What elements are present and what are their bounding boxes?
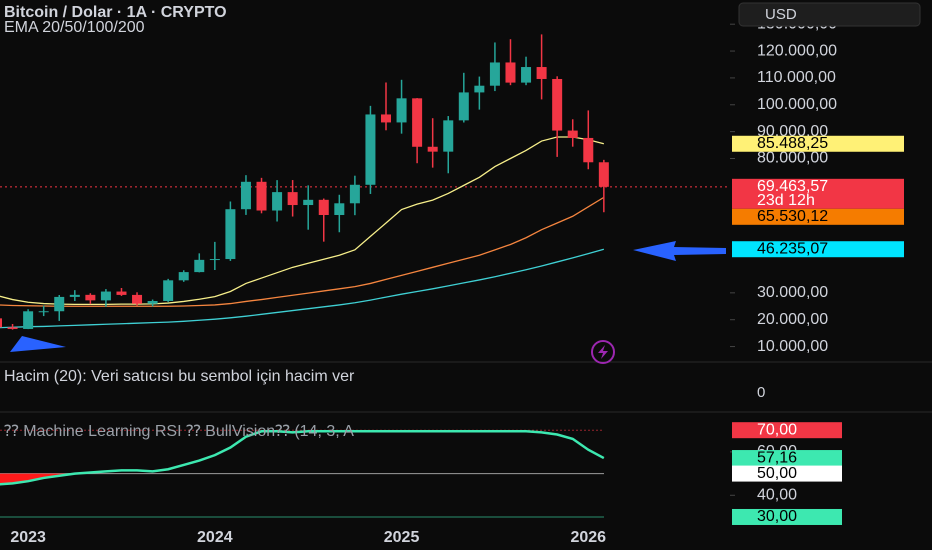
candle-body: [0, 318, 2, 328]
rsi-value-label: 57,16: [757, 449, 797, 466]
candle-body: [505, 62, 516, 83]
level-box: [732, 465, 842, 482]
candle-body: [552, 78, 563, 131]
candle-body: [147, 301, 158, 304]
candle-body: [163, 280, 174, 302]
candle-body: [194, 259, 205, 273]
candle-body: [256, 181, 267, 211]
candle-body: [132, 294, 143, 304]
arrow-left: [633, 241, 726, 261]
y-tick-label: 20.000,00: [757, 311, 828, 328]
x-tick-label: 2025: [384, 529, 420, 546]
candle-body: [396, 98, 407, 123]
rsi-value-box: [732, 450, 842, 467]
candle-body: [7, 327, 18, 329]
candle-body: [209, 259, 220, 261]
candle-body: [272, 192, 283, 211]
candle-body: [489, 62, 500, 86]
candle-body: [443, 120, 454, 152]
candle-body: [381, 114, 391, 123]
countdown-label: 23d 12h: [757, 192, 815, 209]
candle-body: [365, 114, 376, 185]
ema-label-box: [732, 135, 904, 152]
x-tick-label: 2023: [10, 529, 46, 546]
candle-body: [85, 294, 96, 301]
ema-label-box: [732, 208, 904, 225]
candle-body: [116, 291, 127, 295]
ema-line: [0, 136, 605, 306]
ema-line: [0, 248, 605, 329]
volume-axis-label: 0: [757, 384, 765, 401]
candle-body: [240, 181, 251, 210]
candle-body: [38, 311, 49, 313]
rsi-title: ⁇ Machine Learning RSI ⁇ BullVision⁇ (14…: [4, 423, 354, 440]
candle-body: [412, 98, 423, 147]
candle-body: [334, 203, 345, 216]
y-tick-label: 10.000,00: [757, 338, 828, 355]
y-tick-label: 30.000,00: [757, 284, 828, 301]
candle-body: [54, 296, 65, 312]
ema-label: 85.488,25: [757, 135, 828, 152]
candle-body: [225, 209, 236, 260]
level-label: 30,00: [757, 508, 797, 525]
candle-body: [349, 184, 360, 204]
ema-label: 46.235,07: [757, 240, 828, 257]
y-tick-label: 120.000,00: [757, 42, 837, 59]
currency-label[interactable]: USD: [765, 6, 797, 23]
level-box: [732, 422, 842, 439]
candle-body: [474, 85, 485, 93]
arrow-up: [10, 336, 66, 352]
candle-body: [287, 192, 298, 206]
candle-body: [583, 137, 594, 163]
candle-body: [69, 294, 80, 297]
y-tick-label: 80.000,00: [757, 150, 828, 167]
price-label: 69.463,57: [757, 178, 828, 195]
y-tick-label: 110.000,00: [757, 69, 836, 86]
level-box: [732, 508, 842, 525]
candle-body: [318, 199, 329, 216]
candle-body: [458, 92, 469, 121]
candle-body: [598, 162, 609, 187]
candle-body: [178, 272, 189, 281]
candle-body: [536, 67, 547, 79]
candle-body: [23, 311, 34, 329]
candle-body: [521, 67, 532, 83]
ema-label: 65.530,12: [757, 208, 828, 225]
volume-title: Hacim (20): Veri satıcısı bu sembol için…: [4, 368, 355, 385]
y-tick-label: 100.000,00: [757, 96, 837, 113]
ema-line: [0, 196, 605, 307]
indicator-title: EMA 20/50/100/200: [4, 19, 145, 36]
alert-bolt[interactable]: [598, 345, 608, 359]
plot: 10.000,00 20.000,00 30.000,00 80.000,00 90.0…: [0, 15, 904, 546]
candle-body: [427, 146, 438, 152]
ema-label-box: [732, 241, 904, 258]
x-tick-label: 2024: [197, 529, 233, 546]
level-label: 70,00: [757, 421, 797, 438]
rsi-line: [0, 430, 605, 486]
currency-button[interactable]: [738, 2, 921, 27]
candle-body: [100, 291, 111, 301]
y-tick-label: 90.000,00: [757, 123, 828, 140]
y-tick-label: 40,00: [757, 487, 797, 504]
x-tick-label: 2026: [570, 529, 606, 546]
chart-title: Bitcoin / Dolar · 1A · CRYPTO: [4, 4, 227, 21]
price-label-box: [732, 178, 904, 209]
candle-body: [567, 130, 578, 138]
level-label: 50,00: [757, 465, 797, 482]
alert-icon[interactable]: [591, 340, 615, 364]
candle-body: [303, 199, 314, 206]
